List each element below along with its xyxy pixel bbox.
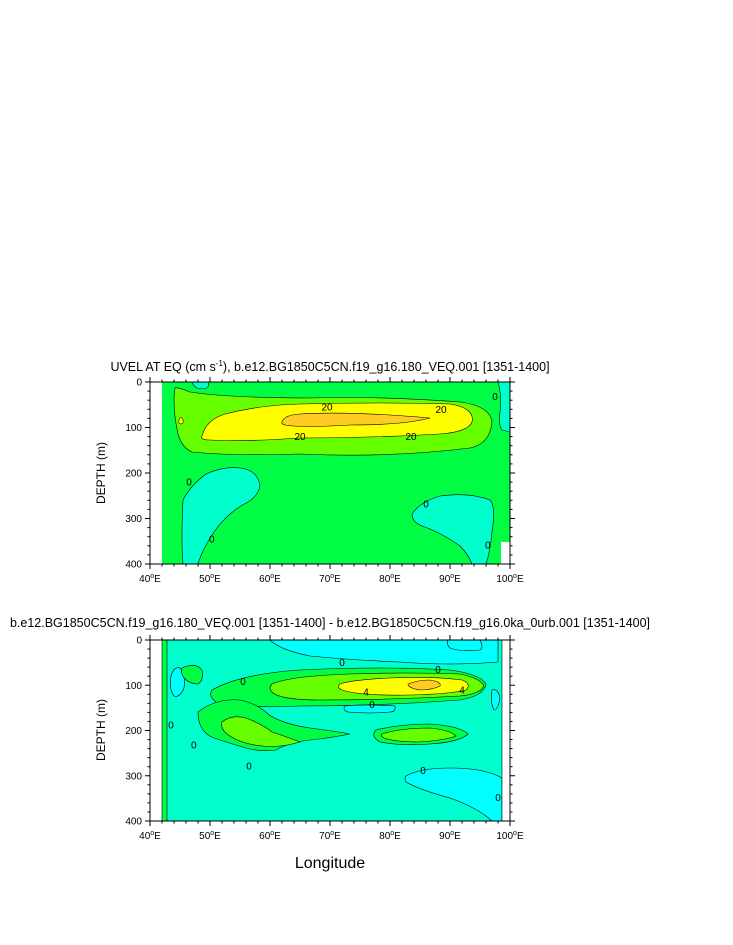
top-x-tick-label: 90oE — [439, 573, 461, 585]
top-x-tick-label: 100oE — [496, 573, 524, 585]
bottom-contour-label: 0 — [495, 793, 501, 804]
top-contour-label: 20 — [435, 405, 447, 416]
top-x-tick-label: 60oE — [259, 573, 281, 585]
bottom-y-axis-label: DEPTH (m) — [94, 699, 108, 761]
bottom-x-tick-label: 40oE — [139, 830, 161, 842]
bottom-contour-label: 0 — [420, 766, 426, 777]
top-contour-label: 0 — [209, 534, 215, 545]
bottom-contour-label: 0 — [168, 721, 174, 732]
bottom-x-tick-label: 50oE — [199, 830, 221, 842]
top-region-yellow-blob-west — [178, 417, 184, 425]
top-region-white-blank — [501, 542, 510, 564]
top-region-cyan-east — [497, 382, 510, 433]
top-x-tick-label: 70oE — [319, 573, 341, 585]
top-contour-label: 20 — [294, 432, 306, 443]
bottom-y-tick-label: 400 — [125, 817, 142, 828]
bottom-region-cyan-southeast — [404, 767, 503, 821]
bottom-contour-label: 4 — [363, 688, 369, 699]
bottom-x-tick-label: 80oE — [379, 830, 401, 842]
top-x-tick-label: 40oE — [139, 573, 161, 585]
bottom-panel-title: b.e12.BG1850C5CN.f19_g16.180_VEQ.001 [13… — [10, 616, 650, 630]
top-y-tick-label: 200 — [125, 469, 142, 480]
bottom-axes: 40oE 50oE 60oE 70oE 80oE 90oE 100oE 0 100 200 300 4… — [125, 635, 524, 842]
bottom-contour-label: 0 — [191, 740, 197, 751]
bottom-region-lime-mid — [221, 716, 301, 747]
top-y-axis-label: DEPTH (m) — [94, 442, 108, 504]
top-region-orange-max — [281, 412, 431, 427]
top-y-tick-label: 0 — [136, 378, 142, 389]
top-panel-title: UVEL AT EQ (cm s-1), b.e12.BG1850C5CN.f1… — [110, 359, 549, 374]
bottom-region-orange-max — [407, 679, 441, 691]
top-region-cyan-southwest — [181, 467, 261, 564]
top-region-cyan-surface — [191, 382, 209, 390]
top-y-tick-label: 300 — [125, 514, 142, 525]
top-contour-label: 0 — [186, 478, 192, 489]
top-contour-panel: UVEL AT EQ (cm s-1), b.e12.BG1850C5CN.f1… — [94, 359, 550, 585]
bottom-region-green-west-blob — [181, 665, 203, 685]
bottom-y-tick-label: 200 — [125, 726, 142, 737]
bottom-contour-label: 0 — [339, 658, 345, 669]
bottom-region-cyan-surface — [269, 640, 499, 665]
bottom-region-cyan-mid-blob — [343, 704, 396, 714]
bottom-x-tick-label: 70oE — [319, 830, 341, 842]
bottom-contour-label: 0 — [240, 677, 246, 688]
top-contour-plot-area: 20 20 20 20 0 0 0 0 0 — [162, 382, 510, 564]
bottom-x-tick-label: 90oE — [439, 830, 461, 842]
bottom-region-cyan-east-surface — [447, 640, 483, 651]
top-y-tick-label: 400 — [125, 560, 142, 571]
bottom-region-cyan-east-small — [491, 689, 501, 711]
bottom-y-tick-label: 100 — [125, 681, 142, 692]
bottom-x-axis-label: Longitude — [295, 855, 365, 872]
top-contour-label: 0 — [485, 540, 491, 551]
top-contour-label: 20 — [321, 403, 333, 414]
bottom-contour-label: 0 — [435, 665, 441, 676]
bottom-region-cyan-west — [170, 667, 185, 697]
bottom-region-white-edge — [502, 640, 510, 821]
top-x-tick-label: 50oE — [199, 573, 221, 585]
top-contour-labels: 20 20 20 20 0 0 0 0 0 — [186, 392, 498, 551]
top-x-tick-label: 80oE — [379, 573, 401, 585]
top-region-cyan-southeast — [411, 494, 494, 564]
bottom-region-green-west-strip — [161, 640, 168, 821]
top-contour-label: 0 — [492, 392, 498, 403]
bottom-contour-label: 0 — [246, 761, 252, 772]
bottom-y-tick-label: 0 — [136, 636, 142, 647]
bottom-contour-label: 4 — [459, 685, 465, 696]
bottom-y-tick-label: 300 — [125, 771, 142, 782]
bottom-contour-label: 0 — [369, 700, 375, 711]
bottom-contour-panel: b.e12.BG1850C5CN.f19_g16.180_VEQ.001 [13… — [10, 616, 650, 872]
top-contour-label: 0 — [423, 499, 429, 510]
bottom-region-lime-east — [381, 727, 457, 743]
top-axes: 40oE 50oE 60oE 70oE 80oE 90oE 100oE01002003004… — [125, 377, 524, 585]
bottom-x-tick-label: 100oE — [496, 830, 524, 842]
top-contour-label: 20 — [405, 432, 417, 443]
top-y-tick-label: 100 — [125, 423, 142, 434]
bottom-x-tick-label: 60oE — [259, 830, 281, 842]
